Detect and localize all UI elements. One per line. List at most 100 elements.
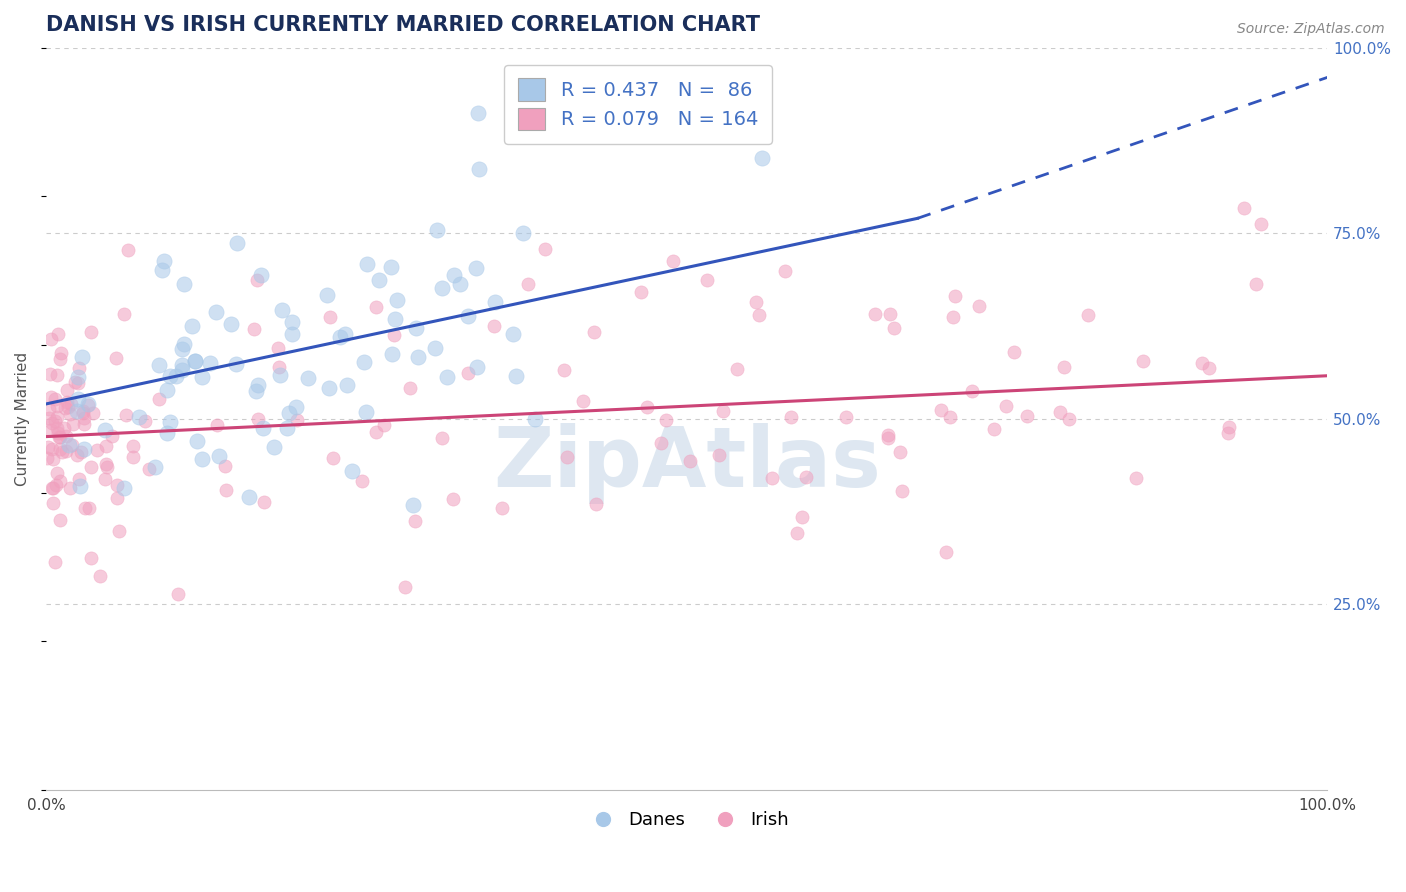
Point: [1049, 405, 1071, 419]
Point: [1218, 419, 1240, 434]
Point: [72, 404, 94, 418]
Point: [553, 362, 575, 376]
Point: [250, 268, 273, 283]
Point: [48, 513, 70, 527]
Point: [557, 450, 579, 464]
Point: [384, 312, 406, 326]
Point: [935, 545, 957, 559]
Point: [59, 397, 82, 411]
Point: [246, 412, 269, 426]
Point: [94, 472, 117, 486]
Point: [751, 151, 773, 165]
Point: [205, 418, 228, 433]
Point: [457, 309, 479, 323]
Point: [1233, 202, 1256, 216]
Point: [51, 445, 73, 459]
Point: [73, 501, 96, 516]
Point: [214, 458, 236, 473]
Point: [166, 586, 188, 600]
Point: [879, 307, 901, 321]
Point: [467, 161, 489, 176]
Point: [467, 106, 489, 120]
Point: [86, 442, 108, 457]
Point: [143, 460, 166, 475]
Point: [67, 360, 90, 375]
Point: [94, 423, 117, 437]
Point: [225, 236, 247, 251]
Point: [676, 67, 699, 81]
Point: [280, 326, 302, 341]
Point: [745, 294, 768, 309]
Point: [994, 399, 1017, 413]
Point: [80, 459, 103, 474]
Point: [1246, 277, 1268, 292]
Point: [423, 341, 446, 355]
Point: [73, 417, 96, 431]
Point: [891, 484, 914, 499]
Point: [214, 483, 236, 497]
Point: [208, 449, 231, 463]
Point: [205, 305, 228, 319]
Point: [1015, 409, 1038, 423]
Point: [41, 416, 63, 430]
Point: [353, 354, 375, 368]
Point: [180, 319, 202, 334]
Point: [73, 442, 96, 456]
Point: [430, 431, 453, 445]
Point: [276, 420, 298, 434]
Point: [65, 448, 87, 462]
Point: [55, 429, 77, 443]
Point: [368, 272, 391, 286]
Point: [328, 330, 350, 344]
Point: [512, 226, 534, 240]
Point: [1057, 412, 1080, 426]
Point: [1077, 308, 1099, 322]
Point: [863, 307, 886, 321]
Point: [45, 477, 67, 491]
Point: [322, 451, 344, 466]
Point: [153, 254, 176, 268]
Point: [297, 371, 319, 385]
Point: [402, 498, 425, 512]
Point: [336, 377, 359, 392]
Point: [356, 257, 378, 271]
Point: [636, 400, 658, 414]
Point: [191, 370, 214, 384]
Point: [59, 408, 82, 422]
Point: [56, 383, 79, 397]
Point: [942, 310, 965, 325]
Point: [484, 295, 506, 310]
Point: [679, 454, 702, 468]
Point: [170, 358, 193, 372]
Point: [242, 322, 264, 336]
Point: [467, 360, 489, 375]
Point: [173, 337, 195, 351]
Point: [80, 551, 103, 566]
Point: [112, 307, 135, 321]
Point: [1002, 344, 1025, 359]
Point: [104, 351, 127, 365]
Point: [69, 445, 91, 459]
Point: [159, 368, 181, 383]
Point: [39, 367, 62, 381]
Point: [253, 495, 276, 509]
Point: [42, 451, 65, 466]
Point: [465, 260, 488, 275]
Point: [89, 569, 111, 583]
Point: [114, 409, 136, 423]
Point: [786, 526, 808, 541]
Point: [432, 281, 454, 295]
Point: [426, 223, 449, 237]
Point: [79, 500, 101, 515]
Point: [94, 439, 117, 453]
Point: [247, 378, 270, 392]
Point: [66, 376, 89, 390]
Point: [49, 442, 72, 456]
Point: [46, 327, 69, 342]
Point: [69, 479, 91, 493]
Point: [650, 436, 672, 450]
Point: [59, 482, 82, 496]
Point: [373, 417, 395, 432]
Y-axis label: Currently Married: Currently Married: [15, 351, 30, 486]
Point: [49, 430, 72, 444]
